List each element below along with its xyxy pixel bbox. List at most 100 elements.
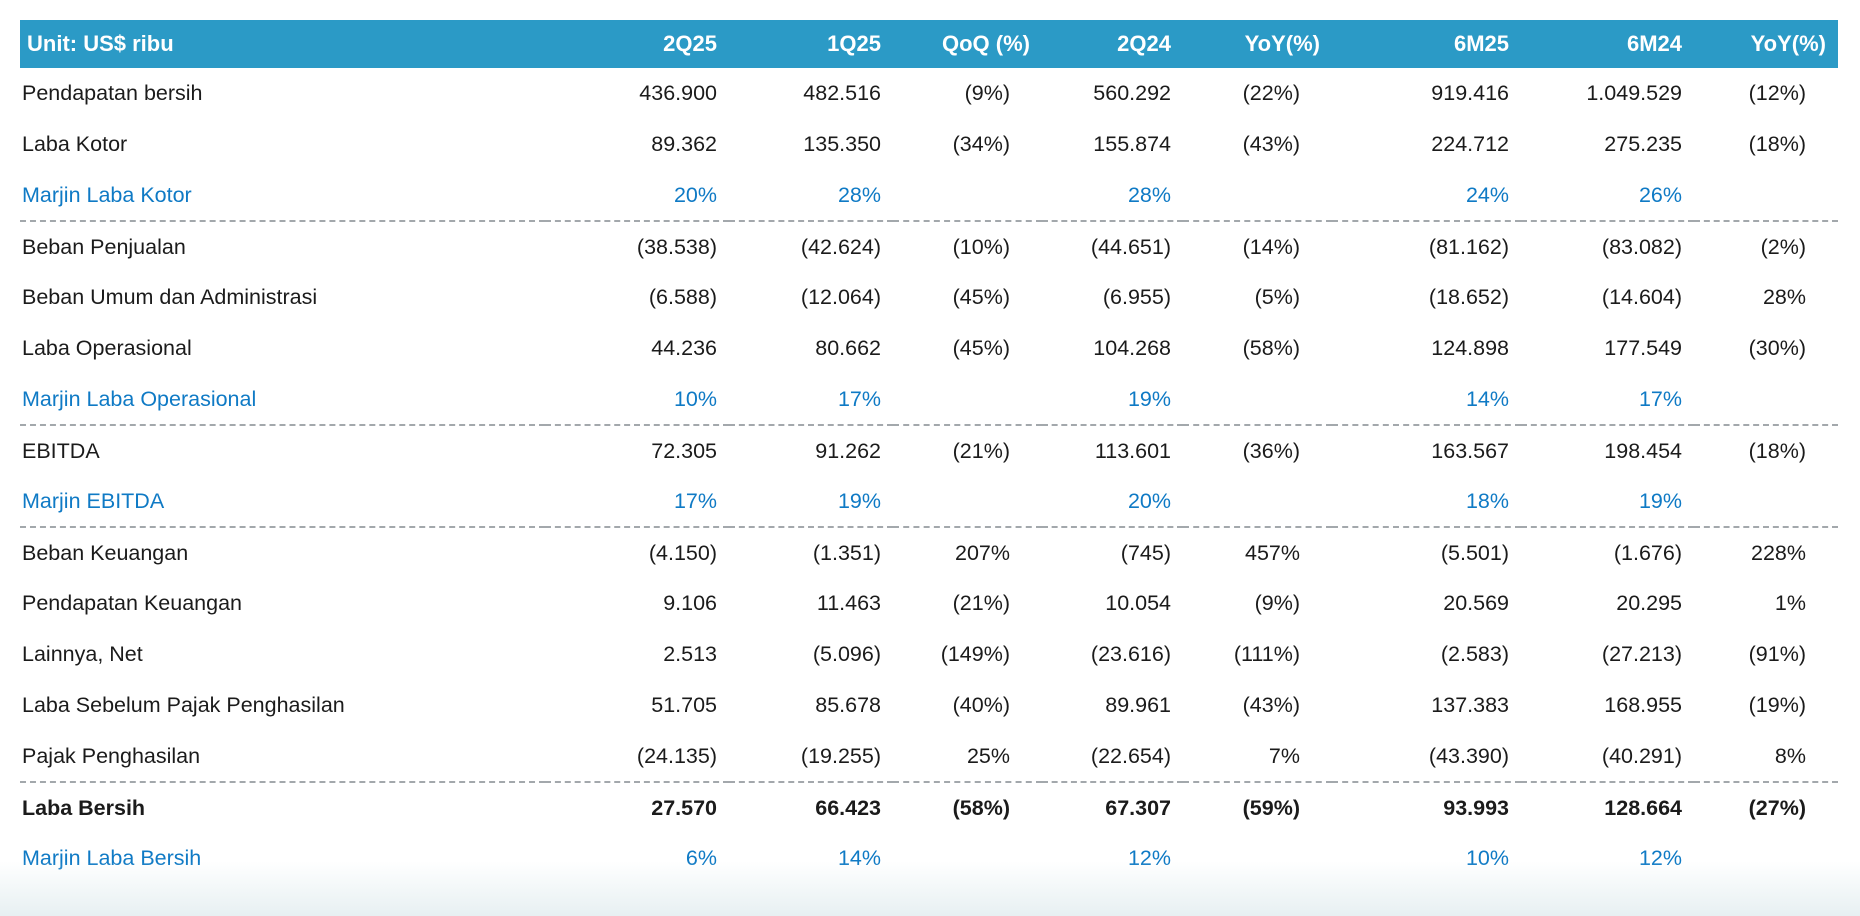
cell-qoq: (58%) [952, 795, 1010, 820]
cell-6m24: (27.213) [1601, 642, 1682, 666]
cell-qoq: (45%) [952, 336, 1010, 360]
row-label: Marjin Laba Kotor [20, 170, 545, 222]
cell-6m25: (81.162) [1428, 234, 1509, 259]
cell-6m25: 93.993 [1443, 795, 1509, 820]
cell-6m24: (14.604) [1601, 285, 1682, 309]
cell-2q24: 12% [1127, 846, 1171, 870]
table-body: Pendapatan bersih 436.900 482.516 (9%) 560.2… [20, 68, 1838, 884]
cell-6m24: 17% [1521, 374, 1694, 426]
cell-yoy [1183, 476, 1332, 528]
cell-1q25: 14% [837, 846, 881, 870]
cell-2q24: 113.601 [1094, 438, 1171, 463]
cell-6m24: 19% [1521, 476, 1694, 528]
financial-table: Unit: US$ ribu 2Q25 1Q25 QoQ (%) 2Q24 YoY(%)… [20, 20, 1838, 884]
cell-2q25: 6% [685, 846, 717, 870]
table-row: Beban Keuangan (4.150) (1.351) 207% (745) 457… [20, 527, 1838, 578]
cell-6m25: 20.569 [1443, 591, 1509, 615]
cell-1q25: (1.351) [812, 540, 881, 565]
cell-2q25: 44.236 [651, 336, 717, 360]
cell-1q25: (19.255) [729, 731, 893, 783]
cell-qoq [893, 374, 1042, 426]
cell-2q25: 2.513 [663, 642, 717, 666]
cell-2q25: 89.362 [651, 132, 717, 156]
table-row: Marjin Laba Operasional 10% 17% 19% 14% 17% [20, 374, 1838, 426]
column-header-yoy: YoY(%) [1183, 20, 1332, 68]
cell-yoy2: 1% [1774, 591, 1806, 615]
cell-yoy2: (19%) [1748, 693, 1806, 717]
row-label: EBITDA [22, 438, 100, 463]
row-label: Beban Umum dan Administrasi [22, 285, 318, 309]
table-row: EBITDA 72.305 91.262 (21%) 113.601 (36%) 163.5… [20, 425, 1838, 476]
cell-2q25: 9.106 [663, 591, 717, 615]
cell-2q25: 72.305 [651, 438, 717, 463]
cell-6m25: 224.712 [1431, 132, 1509, 156]
cell-qoq: (9%) [964, 81, 1010, 105]
cell-yoy [1183, 833, 1332, 884]
cell-2q24: (44.651) [1090, 234, 1171, 259]
cell-2q25: 27.570 [651, 795, 717, 820]
row-label: Beban Penjualan [22, 234, 186, 259]
cell-2q24: 89.961 [1105, 693, 1171, 717]
cell-yoy [1183, 170, 1332, 222]
cell-2q24: 28% [1042, 170, 1183, 222]
cell-2q24: 155.874 [1093, 132, 1171, 156]
table-row: Marjin EBITDA 17% 19% 20% 18% 19% [20, 476, 1838, 528]
column-header-6m24: 6M24 [1521, 20, 1694, 68]
row-label: Lainnya, Net [22, 642, 143, 666]
row-label: Pendapatan Keuangan [22, 591, 242, 615]
cell-2q24: 560.292 [1093, 81, 1171, 105]
cell-2q24: (23.616) [1090, 642, 1171, 666]
column-header-2q25: 2Q25 [545, 20, 729, 68]
cell-2q24: 104.268 [1093, 336, 1171, 360]
cell-qoq: (21%) [952, 591, 1010, 615]
column-header-yoy2: YoY(%) [1694, 20, 1838, 68]
row-label: Marjin EBITDA [20, 476, 545, 528]
cell-6m25: (5.501) [1440, 540, 1509, 565]
table-row: Pendapatan Keuangan 9.106 11.463 (21%) 10.05… [20, 578, 1838, 629]
cell-2q25: 17% [545, 476, 729, 528]
cell-yoy2 [1694, 374, 1838, 426]
cell-qoq: (149%) [940, 642, 1010, 666]
table-row: Laba Bersih 27.570 66.423 (58%) 67.307 (59%) 9… [20, 782, 1838, 833]
column-header-2q24: 2Q24 [1042, 20, 1183, 68]
cell-1q25: 28% [729, 170, 893, 222]
cell-6m24: 1.049.529 [1586, 81, 1682, 105]
cell-yoy2: (27%) [1748, 795, 1806, 820]
cell-2q24: (22.654) [1042, 731, 1183, 783]
cell-6m25: (43.390) [1332, 731, 1521, 783]
cell-yoy2: 228% [1751, 540, 1806, 565]
cell-qoq: (34%) [952, 132, 1010, 156]
cell-6m24: (40.291) [1521, 731, 1694, 783]
cell-yoy2: 28% [1762, 285, 1806, 309]
row-label: Beban Keuangan [22, 540, 189, 565]
cell-yoy: 457% [1245, 540, 1300, 565]
cell-6m24: (1.676) [1613, 540, 1682, 565]
table-row: Beban Umum dan Administrasi (6.588) (12.06… [20, 272, 1838, 323]
cell-yoy2 [1694, 476, 1838, 528]
cell-yoy: (36%) [1242, 438, 1300, 463]
cell-6m24: 128.664 [1604, 795, 1682, 820]
cell-6m25: (2.583) [1440, 642, 1509, 666]
cell-2q24: (745) [1120, 540, 1171, 565]
cell-2q25: (38.538) [636, 234, 717, 259]
cell-6m24: 20.295 [1616, 591, 1682, 615]
cell-6m25: 18% [1332, 476, 1521, 528]
cell-6m24: 198.454 [1604, 438, 1682, 463]
cell-2q25: (6.588) [648, 285, 717, 309]
unit-label: Unit: US$ ribu [20, 20, 545, 68]
cell-qoq: (21%) [952, 438, 1010, 463]
cell-6m24: (83.082) [1601, 234, 1682, 259]
cell-1q25: 482.516 [803, 81, 881, 105]
cell-yoy: (111%) [1233, 642, 1300, 666]
cell-yoy2 [1694, 170, 1838, 222]
table-header-row: Unit: US$ ribu 2Q25 1Q25 QoQ (%) 2Q24 YoY(%)… [20, 20, 1838, 68]
table-row: Lainnya, Net 2.513 (5.096) (149%) (23.616) (1… [20, 629, 1838, 680]
cell-qoq: (10%) [952, 234, 1010, 259]
cell-6m25: 137.383 [1431, 693, 1509, 717]
cell-yoy: (22%) [1242, 81, 1300, 105]
table-row: Marjin Laba Kotor 20% 28% 28% 24% 26% [20, 170, 1838, 222]
cell-1q25: 85.678 [815, 693, 881, 717]
cell-6m24: 168.955 [1604, 693, 1682, 717]
cell-1q25: 80.662 [815, 336, 881, 360]
